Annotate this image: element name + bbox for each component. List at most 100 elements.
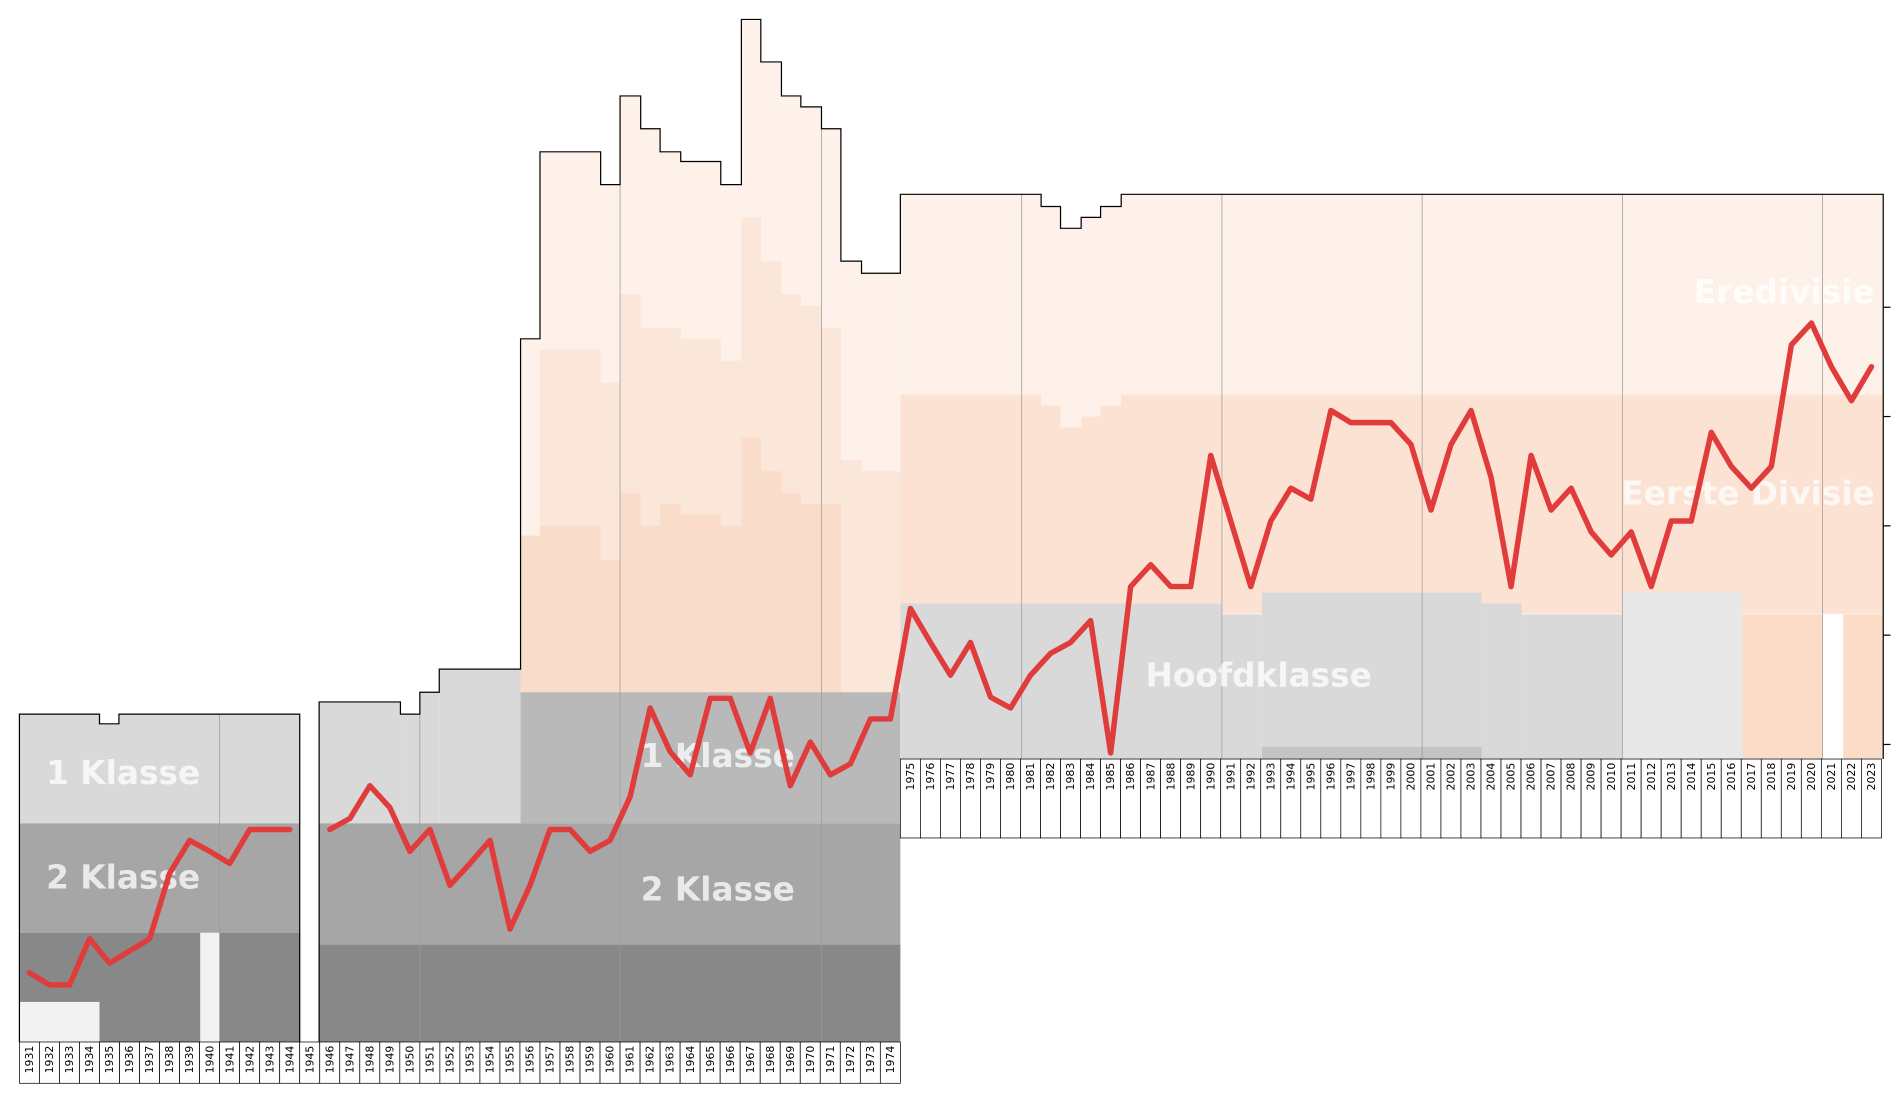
- x-tick-label: 1971: [824, 1046, 837, 1074]
- tier-label: 1 Klasse: [46, 754, 200, 792]
- x-tick-label: 1939: [183, 1046, 196, 1074]
- x-tick-label: 1993: [1264, 763, 1277, 791]
- x-tick-label: 2020: [1805, 763, 1818, 791]
- x-tick-label: 1976: [924, 763, 937, 791]
- x-tick-label: 1954: [484, 1046, 497, 1074]
- x-tick-label: 1963: [664, 1046, 677, 1074]
- x-tick-label: 1982: [1044, 763, 1057, 791]
- x-tick-label: 1985: [1104, 763, 1117, 791]
- x-tick-label: 1944: [283, 1046, 296, 1074]
- x-tick-label: 1942: [243, 1046, 256, 1074]
- x-tick-label: 1986: [1124, 763, 1137, 791]
- x-tick-label: 1961: [624, 1046, 637, 1074]
- x-tick-label: 2016: [1725, 763, 1738, 791]
- tier-label: Eredivisie: [1694, 273, 1875, 311]
- x-tick-label: 1953: [464, 1046, 477, 1074]
- x-tick-label: 1936: [123, 1046, 136, 1074]
- x-tick-label: 1941: [223, 1046, 236, 1074]
- x-tick-label: 2023: [1865, 763, 1878, 791]
- plot: [26, 320, 1875, 988]
- x-tick-label: 1996: [1324, 763, 1337, 791]
- x-tick-label: 2005: [1505, 763, 1518, 791]
- x-tick-label: 1979: [984, 763, 997, 791]
- tier-label: 2 Klasse: [641, 870, 795, 908]
- x-tick-label: 2007: [1545, 763, 1558, 791]
- x-tick-label: 1943: [263, 1046, 276, 1074]
- x-tick-label: 1947: [343, 1046, 356, 1074]
- x-tick-label: 1967: [744, 1046, 757, 1074]
- x-tick-label: 1994: [1284, 763, 1297, 791]
- x-tick-label: 2008: [1565, 763, 1578, 791]
- x-tick-label: 2014: [1685, 763, 1698, 791]
- x-tick-label: 2012: [1645, 763, 1658, 791]
- year-cell: [879, 1041, 901, 1084]
- x-tick-label: 1951: [423, 1046, 436, 1074]
- x-tick-label: 1990: [1204, 763, 1217, 791]
- tier-label: Hoofdklasse: [1145, 657, 1371, 695]
- x-tick-label: 1970: [804, 1046, 817, 1074]
- x-tick-label: 2000: [1405, 763, 1418, 791]
- x-tick-label: 1940: [203, 1046, 216, 1074]
- x-tick-label: 1955: [504, 1046, 517, 1074]
- x-tick-label: 1958: [564, 1046, 577, 1074]
- x-tick-label: 1965: [704, 1046, 717, 1074]
- x-tick-label: 1972: [844, 1046, 857, 1074]
- x-tick-label: 1934: [83, 1046, 96, 1074]
- x-tick-label: 1975: [904, 763, 917, 791]
- x-tick-label: 1952: [444, 1046, 457, 1074]
- x-tick-label: 1966: [724, 1046, 737, 1074]
- x-tick-label: 1973: [864, 1046, 877, 1074]
- line-series: [26, 320, 1875, 988]
- x-tick-label: 1988: [1164, 763, 1177, 791]
- x-tick-label: 1935: [103, 1046, 116, 1074]
- x-tick-label: 1948: [363, 1046, 376, 1074]
- x-tick-label: 2011: [1625, 763, 1638, 791]
- x-tick-label: 1974: [884, 1046, 897, 1074]
- x-tick-label: 1957: [544, 1046, 557, 1074]
- x-tick-label: 2019: [1785, 763, 1798, 791]
- x-tick-label: 1977: [944, 763, 957, 791]
- x-tick-label: 2017: [1745, 763, 1758, 791]
- x-tick-label: 1969: [784, 1046, 797, 1074]
- x-tick-label: 1949: [383, 1046, 396, 1074]
- x-tick-label: 1989: [1184, 763, 1197, 791]
- x-tick-label: 1968: [764, 1046, 777, 1074]
- x-tick-label: 1964: [684, 1046, 697, 1074]
- x-tick-label: 1992: [1244, 763, 1257, 791]
- x-tick-label: 2002: [1445, 763, 1458, 791]
- x-tick-label: 2015: [1705, 763, 1718, 791]
- x-tick-label: 1956: [524, 1046, 537, 1074]
- x-tick-label: 1933: [63, 1046, 76, 1074]
- x-tick-label: 1938: [163, 1046, 176, 1074]
- x-tick-label: 1997: [1344, 763, 1357, 791]
- x-tick-label: 2003: [1465, 763, 1478, 791]
- x-tick-label: 2018: [1765, 763, 1778, 791]
- x-tick-label: 2001: [1425, 763, 1438, 791]
- x-tick-label: 1980: [1004, 763, 1017, 791]
- x-tick-label: 1945: [303, 1046, 316, 1074]
- axis: 1931 1932 1933 1934 1935 1936 1937 1938 1939 1940…: [19, 306, 1891, 1084]
- x-tick-label: 1931: [23, 1046, 36, 1074]
- x-tick-label: 1959: [584, 1046, 597, 1074]
- x-tick-label: 2021: [1825, 763, 1838, 791]
- x-tick-label: 1978: [964, 763, 977, 791]
- x-tick-label: 1987: [1144, 763, 1157, 791]
- x-tick-label: 1950: [403, 1046, 416, 1074]
- x-tick-label: 1962: [644, 1046, 657, 1074]
- x-tick-label: 1932: [43, 1046, 56, 1074]
- x-tick-label: 2010: [1605, 763, 1618, 791]
- x-tick-label: 1998: [1365, 763, 1378, 791]
- x-tick-label: 1983: [1064, 763, 1077, 791]
- x-tick-label: 2006: [1525, 763, 1538, 791]
- background: [18, 18, 1884, 1042]
- x-tick-label: 1984: [1084, 763, 1097, 791]
- x-tick-label: 1995: [1304, 763, 1317, 791]
- x-tick-label: 1999: [1385, 763, 1398, 791]
- x-tick-label: 1981: [1024, 763, 1037, 791]
- x-tick-label: 1960: [604, 1046, 617, 1074]
- x-tick-label: 2013: [1665, 763, 1678, 791]
- x-tick-label: 2022: [1845, 763, 1858, 791]
- x-tick-label: 1946: [323, 1046, 336, 1074]
